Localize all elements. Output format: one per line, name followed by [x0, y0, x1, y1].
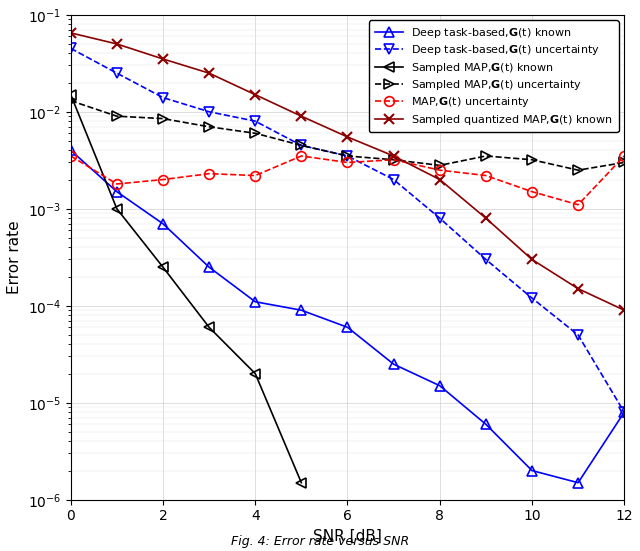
Sampled quantized MAP,$\mathbf{G}$(t) known	[482, 215, 490, 222]
Sampled MAP,$\mathbf{G}$(t) known	[252, 370, 259, 377]
MAP,$\mathbf{G}$(t) uncertainty	[205, 170, 213, 177]
Deep task-based,$\mathbf{G}$(t) known	[574, 479, 582, 486]
Deep task-based,$\mathbf{G}$(t) uncertainty	[390, 176, 397, 183]
Sampled MAP,$\mathbf{G}$(t) uncertainty	[344, 153, 351, 159]
Sampled MAP,$\mathbf{G}$(t) known	[298, 479, 305, 486]
Deep task-based,$\mathbf{G}$(t) known	[67, 147, 74, 154]
Deep task-based,$\mathbf{G}$(t) known	[620, 409, 628, 415]
Legend: Deep task-based,$\mathbf{G}$(t) known, Deep task-based,$\mathbf{G}$(t) uncertain: Deep task-based,$\mathbf{G}$(t) known, D…	[369, 20, 619, 132]
Sampled quantized MAP,$\mathbf{G}$(t) known	[390, 153, 397, 159]
Line: Sampled quantized MAP,$\mathbf{G}$(t) known: Sampled quantized MAP,$\mathbf{G}$(t) kn…	[66, 28, 629, 315]
Deep task-based,$\mathbf{G}$(t) uncertainty	[252, 118, 259, 125]
Deep task-based,$\mathbf{G}$(t) known	[344, 324, 351, 331]
Deep task-based,$\mathbf{G}$(t) known	[528, 467, 536, 474]
Sampled MAP,$\mathbf{G}$(t) uncertainty	[298, 142, 305, 149]
Sampled MAP,$\mathbf{G}$(t) uncertainty	[159, 115, 167, 122]
Sampled quantized MAP,$\mathbf{G}$(t) known	[528, 256, 536, 263]
Deep task-based,$\mathbf{G}$(t) uncertainty	[298, 142, 305, 149]
Line: Sampled MAP,$\mathbf{G}$(t) uncertainty: Sampled MAP,$\mathbf{G}$(t) uncertainty	[66, 96, 629, 175]
Sampled quantized MAP,$\mathbf{G}$(t) known	[298, 113, 305, 120]
Sampled quantized MAP,$\mathbf{G}$(t) known	[113, 41, 121, 47]
Sampled MAP,$\mathbf{G}$(t) uncertainty	[390, 156, 397, 163]
Line: MAP,$\mathbf{G}$(t) uncertainty: MAP,$\mathbf{G}$(t) uncertainty	[66, 151, 629, 209]
Deep task-based,$\mathbf{G}$(t) uncertainty	[159, 94, 167, 101]
MAP,$\mathbf{G}$(t) uncertainty	[620, 153, 628, 159]
Sampled MAP,$\mathbf{G}$(t) uncertainty	[67, 98, 74, 104]
Line: Sampled MAP,$\mathbf{G}$(t) known: Sampled MAP,$\mathbf{G}$(t) known	[66, 90, 306, 488]
MAP,$\mathbf{G}$(t) uncertainty	[390, 156, 397, 163]
Sampled MAP,$\mathbf{G}$(t) known	[159, 264, 167, 271]
Sampled MAP,$\mathbf{G}$(t) uncertainty	[113, 113, 121, 120]
Deep task-based,$\mathbf{G}$(t) uncertainty	[67, 45, 74, 52]
MAP,$\mathbf{G}$(t) uncertainty	[344, 159, 351, 166]
Sampled quantized MAP,$\mathbf{G}$(t) known	[252, 91, 259, 98]
MAP,$\mathbf{G}$(t) uncertainty	[436, 167, 444, 174]
Line: Deep task-based,$\mathbf{G}$(t) uncertainty: Deep task-based,$\mathbf{G}$(t) uncertai…	[66, 44, 629, 417]
Sampled MAP,$\mathbf{G}$(t) uncertainty	[436, 162, 444, 169]
Deep task-based,$\mathbf{G}$(t) known	[205, 264, 213, 271]
Deep task-based,$\mathbf{G}$(t) uncertainty	[113, 70, 121, 77]
Y-axis label: Error rate: Error rate	[7, 220, 22, 294]
Sampled MAP,$\mathbf{G}$(t) uncertainty	[620, 159, 628, 166]
Deep task-based,$\mathbf{G}$(t) known	[436, 382, 444, 389]
Sampled quantized MAP,$\mathbf{G}$(t) known	[67, 30, 74, 36]
MAP,$\mathbf{G}$(t) uncertainty	[113, 181, 121, 187]
Sampled MAP,$\mathbf{G}$(t) uncertainty	[205, 123, 213, 130]
MAP,$\mathbf{G}$(t) uncertainty	[252, 172, 259, 179]
Deep task-based,$\mathbf{G}$(t) uncertainty	[620, 409, 628, 415]
Sampled MAP,$\mathbf{G}$(t) uncertainty	[252, 130, 259, 137]
Sampled MAP,$\mathbf{G}$(t) uncertainty	[528, 156, 536, 163]
Sampled MAP,$\mathbf{G}$(t) uncertainty	[574, 167, 582, 174]
Sampled quantized MAP,$\mathbf{G}$(t) known	[159, 56, 167, 62]
Deep task-based,$\mathbf{G}$(t) known	[159, 220, 167, 227]
Sampled MAP,$\mathbf{G}$(t) uncertainty	[482, 153, 490, 159]
Deep task-based,$\mathbf{G}$(t) uncertainty	[205, 109, 213, 115]
Sampled quantized MAP,$\mathbf{G}$(t) known	[620, 307, 628, 314]
Deep task-based,$\mathbf{G}$(t) known	[298, 307, 305, 314]
Text: Fig. 4: Error rate versus SNR: Fig. 4: Error rate versus SNR	[231, 536, 409, 548]
Deep task-based,$\mathbf{G}$(t) known	[390, 361, 397, 368]
Sampled MAP,$\mathbf{G}$(t) known	[113, 206, 121, 212]
Sampled MAP,$\mathbf{G}$(t) known	[205, 324, 213, 331]
MAP,$\mathbf{G}$(t) uncertainty	[528, 188, 536, 195]
Line: Deep task-based,$\mathbf{G}$(t) known: Deep task-based,$\mathbf{G}$(t) known	[66, 145, 629, 488]
Deep task-based,$\mathbf{G}$(t) uncertainty	[528, 295, 536, 301]
Deep task-based,$\mathbf{G}$(t) uncertainty	[574, 332, 582, 338]
Sampled quantized MAP,$\mathbf{G}$(t) known	[344, 134, 351, 141]
X-axis label: SNR [dB]: SNR [dB]	[313, 529, 382, 544]
Deep task-based,$\mathbf{G}$(t) known	[113, 188, 121, 195]
Deep task-based,$\mathbf{G}$(t) uncertainty	[482, 256, 490, 263]
MAP,$\mathbf{G}$(t) uncertainty	[482, 172, 490, 179]
Deep task-based,$\mathbf{G}$(t) known	[482, 421, 490, 428]
MAP,$\mathbf{G}$(t) uncertainty	[159, 176, 167, 183]
MAP,$\mathbf{G}$(t) uncertainty	[574, 202, 582, 208]
Deep task-based,$\mathbf{G}$(t) known	[252, 299, 259, 305]
MAP,$\mathbf{G}$(t) uncertainty	[67, 153, 74, 159]
MAP,$\mathbf{G}$(t) uncertainty	[298, 153, 305, 159]
Sampled MAP,$\mathbf{G}$(t) known	[67, 91, 74, 98]
Sampled quantized MAP,$\mathbf{G}$(t) known	[574, 285, 582, 292]
Sampled quantized MAP,$\mathbf{G}$(t) known	[436, 176, 444, 183]
Sampled quantized MAP,$\mathbf{G}$(t) known	[205, 70, 213, 77]
Deep task-based,$\mathbf{G}$(t) uncertainty	[344, 153, 351, 159]
Deep task-based,$\mathbf{G}$(t) uncertainty	[436, 215, 444, 222]
